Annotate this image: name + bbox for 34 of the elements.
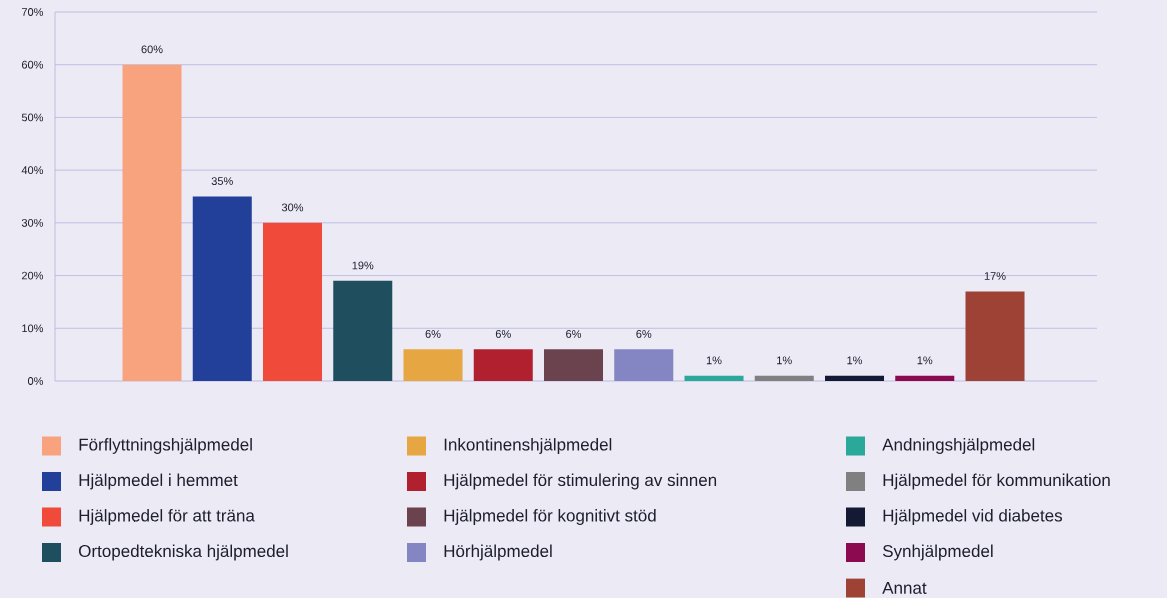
data-label: 1% (917, 356, 933, 365)
data-label: 35% (211, 177, 233, 185)
legend-label: Hjälpmedel för att träna (79, 509, 255, 525)
y-tick-label: 10% (22, 324, 44, 333)
legend-label: Annat (882, 582, 927, 594)
data-label: 1% (847, 356, 863, 365)
data-label: 6% (495, 330, 511, 338)
data-label: 1% (777, 356, 792, 365)
y-tick-label: 30% (21, 218, 44, 227)
legend-label: Hjälpmedel för stimulering av sinnen (444, 473, 717, 490)
legend-label: Hjälpmedel i hemmet (79, 473, 238, 490)
legend-label: Inkontinenshjälpmedel (444, 438, 612, 454)
data-label: 19% (352, 261, 374, 270)
legend-label: Hjälpmedel för kognitivt stöd (444, 509, 656, 525)
y-tick-label: 70% (22, 8, 44, 16)
data-label: 17% (984, 272, 1006, 280)
data-label: 6% (636, 330, 652, 338)
data-label: 30% (281, 203, 304, 212)
legend-label: Hörhjälpmedel (444, 544, 552, 561)
data-label: 1% (706, 356, 722, 365)
y-tick-label: 50% (21, 113, 44, 122)
legend-label: Ortopedtekniska hjälpmedel (79, 544, 288, 561)
y-tick-label: 20% (21, 271, 44, 280)
y-tick-label: 40% (21, 166, 44, 175)
legend-label: Förflyttningshjälpmedel (79, 438, 252, 454)
y-tick-label: 0% (27, 377, 44, 385)
legend-label: Hjälpmedel vid diabetes (883, 509, 1063, 525)
legend-label: Hjälpmedel för kommunikation (883, 473, 1110, 490)
data-label: 6% (566, 330, 582, 338)
data-label: 6% (425, 330, 441, 338)
data-label: 60% (141, 45, 163, 54)
legend-label: Andningshjälpmedel (882, 438, 1035, 454)
legend-label: Synhjälpmedel (882, 544, 993, 561)
y-tick-label: 60% (22, 60, 44, 69)
